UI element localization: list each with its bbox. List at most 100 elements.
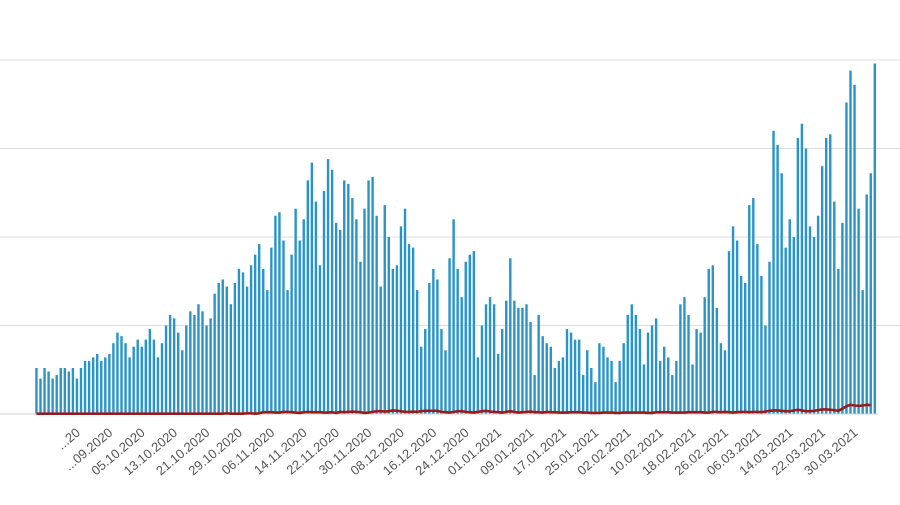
bar-58 (270, 247, 273, 414)
bar-5 (55, 375, 58, 414)
bar-103 (452, 219, 455, 414)
bar-149 (638, 329, 642, 414)
bar-100 (440, 329, 443, 414)
bar-34 (172, 318, 176, 414)
bar-68 (310, 162, 314, 414)
bar-118 (513, 300, 516, 414)
bar-110 (480, 325, 484, 414)
bar-83 (371, 176, 374, 414)
bar-116 (505, 300, 508, 414)
bar-17 (104, 357, 107, 414)
bar-128 (553, 367, 557, 414)
bar-44 (213, 293, 216, 414)
bar-40 (197, 304, 200, 414)
bar-197 (833, 201, 836, 414)
bar-46 (221, 279, 224, 414)
bar-137 (590, 367, 593, 414)
bar-139 (598, 343, 601, 414)
bar-85 (379, 286, 382, 414)
bar-60 (278, 212, 281, 414)
bar-177 (752, 198, 755, 414)
bar-86 (383, 205, 386, 414)
bar-72 (326, 159, 330, 414)
bar-148 (634, 314, 638, 414)
bar-146 (626, 314, 629, 414)
bar-102 (448, 258, 451, 414)
bar-76 (343, 180, 346, 414)
bar-29 (152, 339, 156, 414)
bar-168 (715, 307, 719, 414)
bar-71 (322, 190, 326, 414)
bar-129 (557, 360, 561, 414)
bar-1 (39, 378, 42, 414)
bar-101 (444, 350, 447, 414)
bar-32 (164, 325, 168, 414)
bar-94 (415, 290, 419, 414)
bar-201 (849, 70, 852, 415)
bar-104 (456, 268, 459, 414)
bar-193 (816, 215, 820, 414)
bar-20 (116, 332, 119, 414)
bar-172 (731, 226, 735, 414)
bar-13 (87, 360, 91, 414)
bar-162 (691, 364, 694, 414)
bar-18 (108, 353, 111, 414)
bar-90 (399, 226, 403, 414)
bar-31 (160, 343, 164, 414)
bar-75 (339, 229, 342, 414)
bar-43 (209, 318, 212, 414)
bar-9 (71, 367, 75, 414)
bar-79 (355, 219, 358, 414)
bar-115 (501, 329, 504, 414)
bar-136 (586, 350, 589, 414)
bar-126 (545, 343, 548, 414)
bar-82 (367, 180, 370, 414)
bar-204 (861, 290, 864, 414)
bar-207 (873, 63, 876, 414)
bar-190 (804, 148, 808, 414)
bar-187 (792, 237, 795, 414)
bar-164 (699, 332, 702, 414)
bar-77 (347, 183, 350, 414)
bar-200 (845, 102, 848, 414)
bar-144 (618, 360, 621, 414)
bar-119 (517, 307, 520, 414)
bar-37 (185, 325, 188, 414)
bar-105 (460, 297, 463, 414)
bar-59 (274, 215, 277, 414)
bar-10 (75, 378, 79, 414)
bar-19 (112, 343, 115, 414)
bar-163 (695, 329, 698, 414)
bar-38 (189, 311, 192, 414)
bar-159 (679, 304, 682, 414)
bar-87 (387, 237, 390, 414)
bar-36 (181, 350, 184, 414)
bar-167 (711, 265, 714, 414)
bar-142 (610, 360, 613, 414)
bar-73 (330, 169, 334, 414)
bar-67 (306, 180, 309, 414)
bar-27 (144, 339, 147, 414)
bar-175 (744, 283, 747, 414)
bar-78 (351, 198, 354, 414)
bar-99 (436, 279, 439, 414)
line-series (36, 403, 871, 415)
bar-156 (667, 357, 670, 414)
bar-174 (739, 275, 743, 414)
bar-171 (727, 251, 731, 414)
bar-189 (800, 123, 804, 414)
bar-124 (537, 314, 540, 414)
bar-41 (201, 311, 204, 414)
bar-166 (707, 268, 710, 414)
bar-35 (177, 332, 180, 414)
bar-16 (100, 360, 103, 414)
bar-131 (565, 329, 569, 414)
bar-50 (237, 268, 241, 414)
bar-51 (241, 272, 245, 414)
bar-39 (193, 314, 196, 414)
bar-121 (525, 304, 528, 414)
bar-97 (428, 283, 431, 414)
bar-6 (59, 367, 62, 414)
bar-158 (675, 360, 678, 414)
bar-93 (411, 247, 415, 414)
